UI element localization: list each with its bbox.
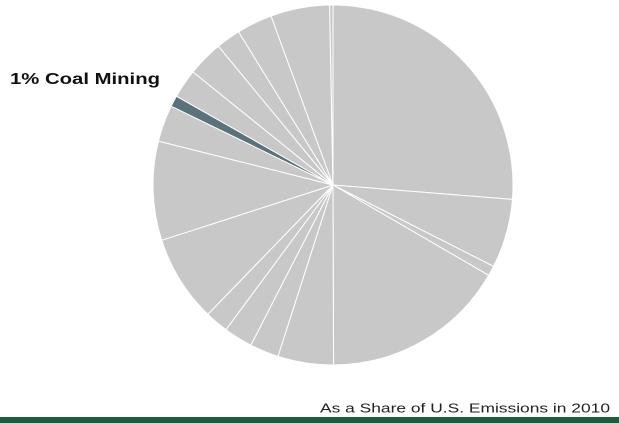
- pie-slice: [329, 4, 334, 186]
- pie: [152, 4, 514, 366]
- footer-bar: [0, 417, 619, 423]
- category-label: Coal Mining: [45, 71, 160, 88]
- subtitle: As a Share of U.S. Emissions in 2010: [320, 400, 610, 415]
- value-label: 1%: [10, 71, 39, 88]
- slice-label: 1% Coal Mining: [10, 71, 160, 88]
- pie-slice: [332, 184, 490, 366]
- pie-slice: [332, 4, 514, 200]
- pie-slice: [152, 140, 335, 241]
